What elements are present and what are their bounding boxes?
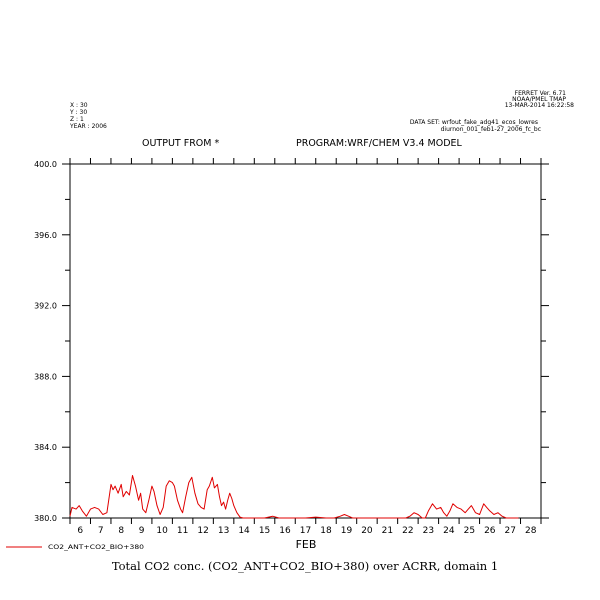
x-tick-label: 15 [259, 526, 270, 536]
y-tick-label: 388.0 [34, 372, 57, 381]
x-tick-label: 9 [139, 526, 145, 536]
coord-x: X : 30 [70, 102, 88, 109]
coord-z: Z : 1 [70, 116, 84, 123]
x-tick-label: 8 [118, 526, 124, 536]
x-tick-label: 24 [443, 526, 455, 536]
x-tick-label: 23 [423, 526, 434, 536]
ferret-line-2: NOAA/PMEL TMAP [512, 96, 566, 103]
x-tick-label: 16 [279, 526, 291, 536]
x-tick-label: 10 [156, 526, 168, 536]
coordinate-info: X : 30 Y : 30 Z : 1 YEAR : 2006 [69, 102, 107, 130]
chart-title: Total CO2 conc. (CO2_ANT+CO2_BIO+380) ov… [112, 559, 498, 573]
dataset-line-2: diurnon_001_feb1-27_2006_fc_bc [441, 126, 541, 133]
x-tick-label: 18 [320, 526, 332, 536]
axis-ticks [62, 158, 549, 524]
dataset-line-1: DATA SET: wrfout_fake_adg41_ecos_lowres [410, 119, 538, 126]
x-tick-label: 21 [382, 526, 393, 536]
x-axis-labels: 6 7 8 9 10 11 12 13 14 15 16 17 18 19 20 21 22 23 24 25 26 27… [77, 526, 536, 536]
x-tick-label: 22 [402, 526, 413, 536]
x-tick-label: 26 [484, 526, 496, 536]
dataset-info: DATA SET: wrfout_fake_adg41_ecos_lowres … [410, 119, 541, 133]
ferret-line-3: 13-MAR-2014 16:22:58 [505, 102, 574, 109]
y-tick-label: 396.0 [34, 231, 57, 240]
x-tick-label: 19 [341, 526, 353, 536]
y-tick-label: 392.0 [34, 302, 57, 311]
x-tick-label: 11 [177, 526, 188, 536]
y-tick-label: 380.0 [34, 514, 57, 523]
legend-label: CO2_ANT+CO2_BIO+380 [48, 544, 144, 551]
coord-year: YEAR : 2006 [69, 123, 107, 130]
ferret-info: FERRET Ver. 6.71 NOAA/PMEL TMAP 13-MAR-2… [505, 90, 574, 109]
x-tick-label: 25 [464, 526, 475, 536]
coord-y: Y : 30 [69, 109, 87, 116]
x-tick-label: 13 [218, 526, 229, 536]
x-tick-label: 12 [197, 526, 208, 536]
y-tick-label: 400.0 [34, 160, 57, 169]
x-tick-label: 20 [361, 526, 373, 536]
series-line-co2 [69, 475, 519, 519]
program-label: PROGRAM:WRF/CHEM V3.4 MODEL [296, 138, 463, 149]
output-from-label: OUTPUT FROM * [142, 138, 219, 149]
legend: CO2_ANT+CO2_BIO+380 [6, 544, 144, 551]
x-tick-label: 7 [98, 526, 104, 536]
x-axis-title: FEB [296, 538, 317, 551]
x-tick-label: 6 [77, 526, 83, 536]
series-layer [69, 475, 519, 519]
ferret-line-1: FERRET Ver. 6.71 [515, 90, 567, 97]
x-tick-label: 17 [300, 526, 311, 536]
x-tick-label: 14 [238, 526, 250, 536]
y-tick-label: 384.0 [34, 443, 57, 452]
x-tick-label: 27 [505, 526, 516, 536]
x-tick-label: 28 [525, 526, 537, 536]
y-axis-labels: 380.0 384.0 388.0 392.0 396.0 400.0 [34, 160, 57, 523]
plot-frame [69, 163, 542, 519]
